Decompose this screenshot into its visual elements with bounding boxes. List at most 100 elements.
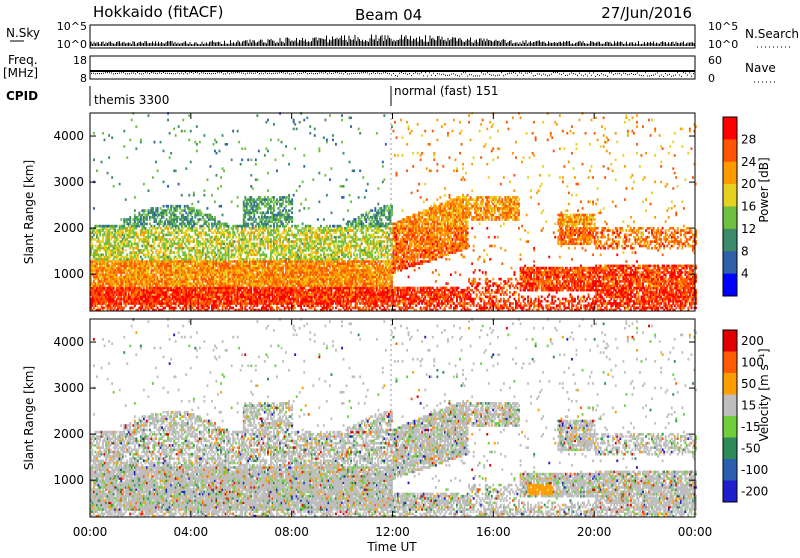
nave-point <box>477 75 478 76</box>
nave-point <box>271 73 272 74</box>
power-cell <box>120 218 122 221</box>
nave-point <box>211 73 212 74</box>
nave-point <box>249 73 250 74</box>
nave-point <box>681 76 682 77</box>
power-cell <box>219 150 221 153</box>
nave-point <box>419 73 420 74</box>
nave-point <box>645 72 646 73</box>
nave-point <box>575 74 576 75</box>
power-cell <box>155 161 157 164</box>
nave-point <box>291 73 292 74</box>
power-cell <box>92 243 94 246</box>
nave-point <box>655 74 656 75</box>
nave-point <box>325 72 326 73</box>
nave-point <box>531 73 532 74</box>
nave-point <box>253 73 254 74</box>
power-cell <box>193 207 195 210</box>
nave-point <box>165 73 166 74</box>
nave-point <box>343 73 344 74</box>
nave-point <box>93 73 94 74</box>
power-cell <box>203 227 205 230</box>
nave-point <box>463 72 464 73</box>
power-cell <box>152 207 154 210</box>
nave-point <box>273 73 274 74</box>
nave-point <box>511 73 512 74</box>
nave-point <box>215 73 216 74</box>
power-cell <box>93 159 95 162</box>
nave-point <box>149 73 150 74</box>
power-cell <box>231 201 233 204</box>
power-cell <box>188 139 190 142</box>
nave-point <box>513 72 514 73</box>
nave-point <box>611 72 612 73</box>
power-cell <box>214 216 216 219</box>
power-cell <box>179 256 181 259</box>
nsky-tick-low: 10^0 <box>57 38 87 51</box>
nave-point <box>527 73 528 74</box>
power-cell <box>167 185 169 188</box>
freq-tick-low: 8 <box>80 72 87 85</box>
nave-point <box>413 73 414 74</box>
power-cell <box>235 236 237 239</box>
power-cell <box>256 114 258 117</box>
power-cell <box>146 223 148 226</box>
nave-point <box>301 73 302 74</box>
nave-point <box>317 73 318 74</box>
nave-point <box>229 73 230 74</box>
power-cell <box>199 141 201 144</box>
nave-point <box>561 74 562 75</box>
nave-point <box>97 73 98 74</box>
nave-point <box>457 75 458 76</box>
nave-point <box>467 76 468 77</box>
nave-point <box>405 73 406 74</box>
power-cell <box>220 176 222 179</box>
power-cell <box>220 185 222 188</box>
nave-point <box>651 75 652 76</box>
nave-point <box>613 74 614 75</box>
nave-point <box>167 73 168 74</box>
power-cell <box>169 132 171 135</box>
nave-point <box>445 75 446 76</box>
power-cell <box>111 176 113 179</box>
nave-point <box>579 73 580 74</box>
nave-point <box>369 73 370 74</box>
power-cell <box>185 167 187 170</box>
nave-point <box>261 73 262 74</box>
nave-point <box>381 73 382 74</box>
nave-point <box>675 74 676 75</box>
nave-point <box>539 74 540 75</box>
power-cell <box>169 156 171 159</box>
power-cell <box>250 174 252 177</box>
nave-point <box>223 73 224 74</box>
nave-point <box>281 72 282 73</box>
nave-point <box>179 73 180 74</box>
nave-point <box>155 73 156 74</box>
power-cell <box>238 141 240 144</box>
beam-title: Beam 04 <box>355 6 422 24</box>
nave-point <box>293 73 294 74</box>
power-cell <box>135 147 137 150</box>
nave-point <box>157 73 158 74</box>
power-cell <box>216 141 218 144</box>
nave-point <box>395 75 396 76</box>
nave-point <box>565 75 566 76</box>
nave-point <box>545 75 546 76</box>
nave-point <box>333 73 334 74</box>
power-cell <box>265 147 267 150</box>
nave-point <box>605 75 606 76</box>
nave-point <box>295 72 296 73</box>
power-cell <box>196 150 198 153</box>
nave-point <box>221 72 222 73</box>
power-cell <box>187 216 189 219</box>
nave-point <box>169 73 170 74</box>
power-cell <box>111 136 113 139</box>
nave-point <box>461 74 462 75</box>
power-cell <box>179 205 181 208</box>
power-cell <box>157 170 159 173</box>
nave-point <box>619 73 620 74</box>
power-cell <box>93 207 95 210</box>
nave-point <box>151 72 152 73</box>
nave-point <box>535 75 536 76</box>
nave-point <box>313 73 314 74</box>
nave-point <box>571 72 572 73</box>
